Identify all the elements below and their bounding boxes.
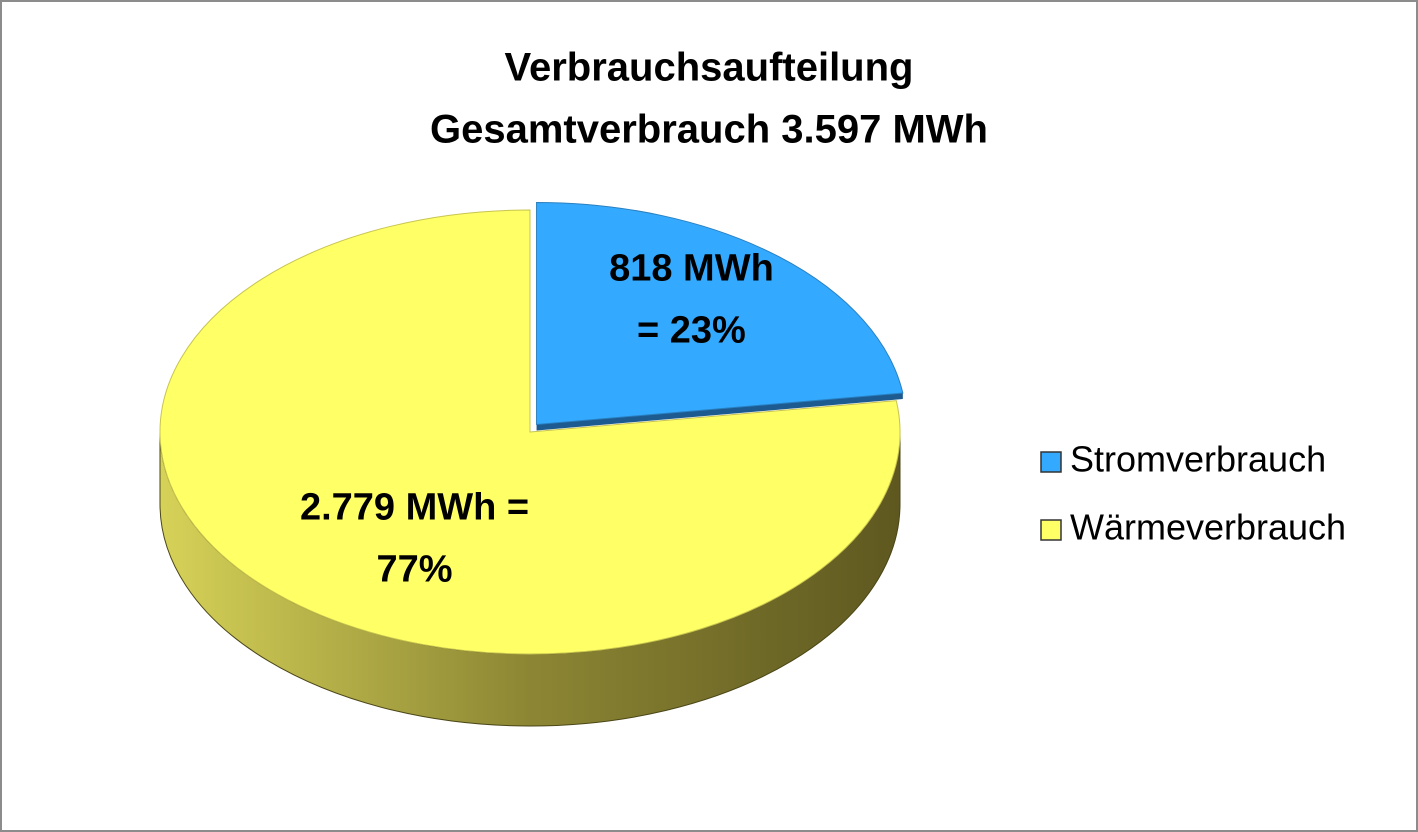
chart-title: Verbrauchsaufteilung — [505, 46, 914, 90]
pie-edge — [536, 393, 903, 431]
data-label: 818 MWh — [609, 247, 774, 289]
legend-label: Stromverbrauch — [1070, 439, 1326, 480]
legend-swatch — [1040, 519, 1062, 541]
legend-swatch — [1040, 451, 1062, 473]
legend-label: Wärmeverbrauch — [1070, 507, 1346, 548]
pie-slice — [536, 201, 904, 425]
chart-subtitle: Gesamtverbrauch 3.597 MWh — [430, 108, 988, 152]
pie-slice — [159, 209, 901, 655]
data-label: 77% — [377, 549, 453, 591]
data-label: = 23% — [637, 309, 746, 351]
data-label: 2.779 MWh = — [300, 487, 529, 529]
